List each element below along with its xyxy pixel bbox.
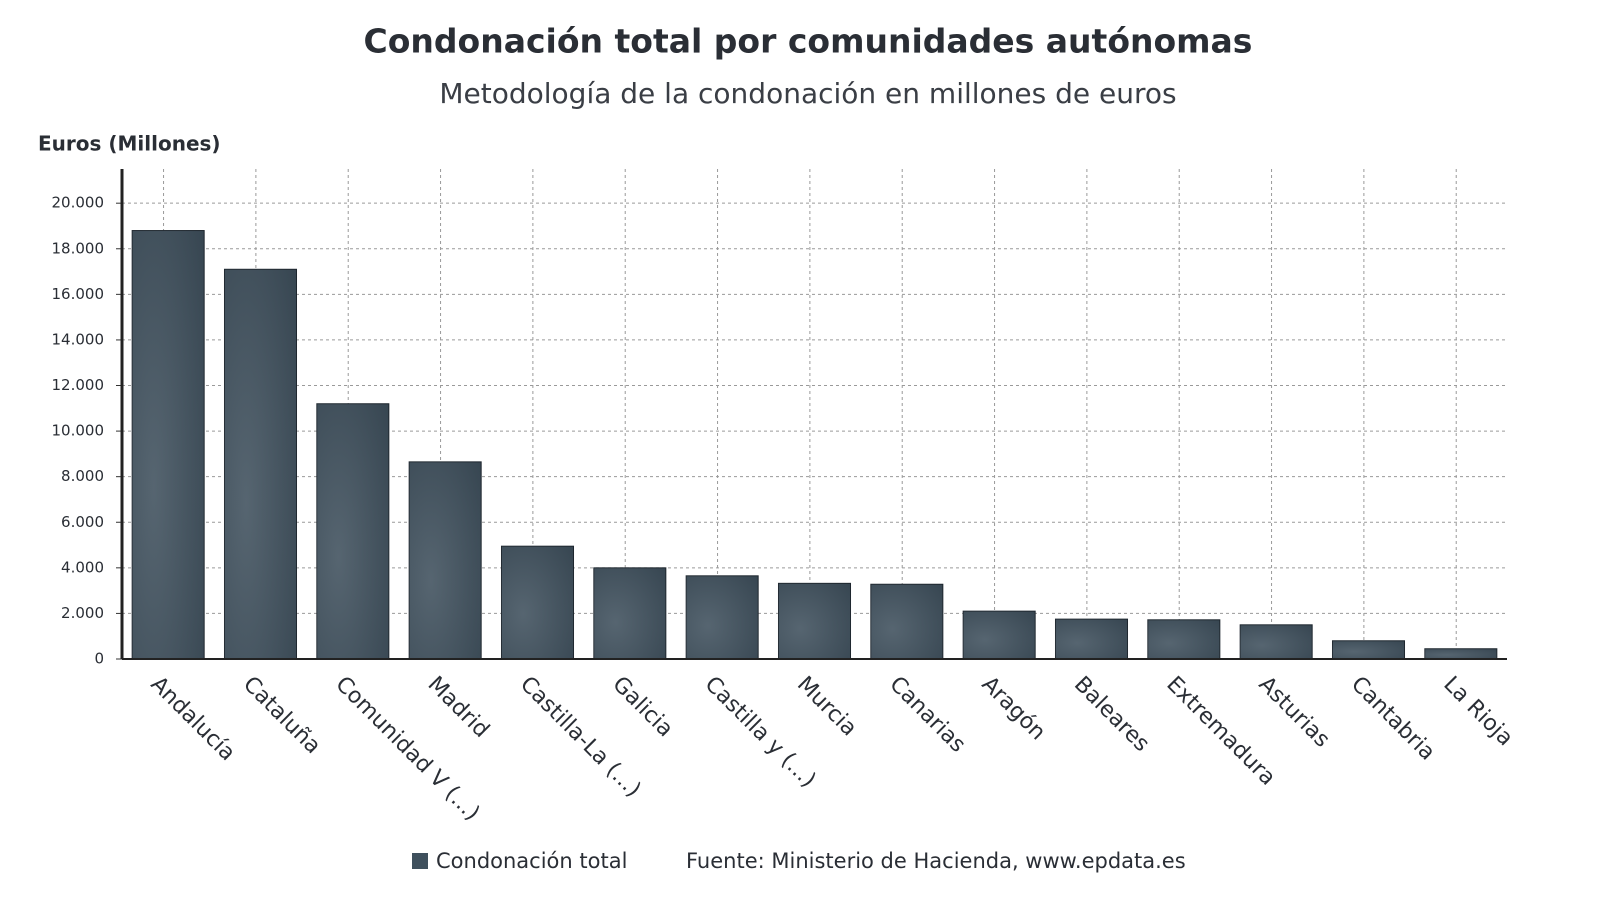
bar xyxy=(962,610,1036,660)
y-tick-label: 18.000 xyxy=(52,239,105,257)
x-tick-label: Cantabria xyxy=(1346,672,1440,766)
y-tick-label: 20.000 xyxy=(52,194,105,212)
bar xyxy=(870,583,944,660)
y-tick-label: 12.000 xyxy=(52,376,105,394)
y-tick-label: 8.000 xyxy=(61,467,104,485)
y-axis-label: Euros (Millones) xyxy=(38,132,221,156)
source-note: Fuente: Ministerio de Hacienda, www.epda… xyxy=(686,849,1186,873)
x-tick-label: Galicia xyxy=(607,672,677,742)
y-tick-label: 10.000 xyxy=(52,422,105,440)
bar xyxy=(1331,640,1406,660)
bar xyxy=(1239,624,1313,660)
x-tick-label: Baleares xyxy=(1069,672,1154,757)
bar xyxy=(685,575,759,660)
y-tick-label: 6.000 xyxy=(61,513,104,531)
legend-label: Condonación total xyxy=(436,849,627,873)
bar xyxy=(593,567,667,660)
bar xyxy=(316,403,390,660)
x-tick-label: Murcia xyxy=(792,672,861,741)
chart-subtitle: Metodología de la condonación en millone… xyxy=(439,77,1176,110)
bar xyxy=(1424,648,1498,660)
y-tick-label: 0 xyxy=(94,650,104,668)
x-tick-label: Canarias xyxy=(884,672,970,758)
bar xyxy=(1147,619,1221,660)
x-tick-label: Asturias xyxy=(1254,672,1335,753)
x-tick-label: La Rioja xyxy=(1438,672,1517,751)
y-tick-label: 2.000 xyxy=(61,604,104,622)
x-tick-label: Cataluña xyxy=(238,672,325,759)
legend-swatch xyxy=(412,853,428,869)
bar xyxy=(131,230,205,660)
x-tick-label: Andalucía xyxy=(146,672,240,766)
bar xyxy=(1054,618,1129,660)
y-tick-label: 14.000 xyxy=(52,330,105,348)
y-tick-label: 4.000 xyxy=(61,558,104,576)
chart-title: Condonación total por comunidades autóno… xyxy=(364,22,1253,61)
bar xyxy=(500,545,575,660)
x-tick-label: Madrid xyxy=(423,672,494,743)
y-tick-label: 16.000 xyxy=(52,285,105,303)
bar xyxy=(223,268,298,660)
bar xyxy=(777,582,852,660)
bar xyxy=(408,461,482,660)
x-tick-label: Aragón xyxy=(977,672,1051,746)
